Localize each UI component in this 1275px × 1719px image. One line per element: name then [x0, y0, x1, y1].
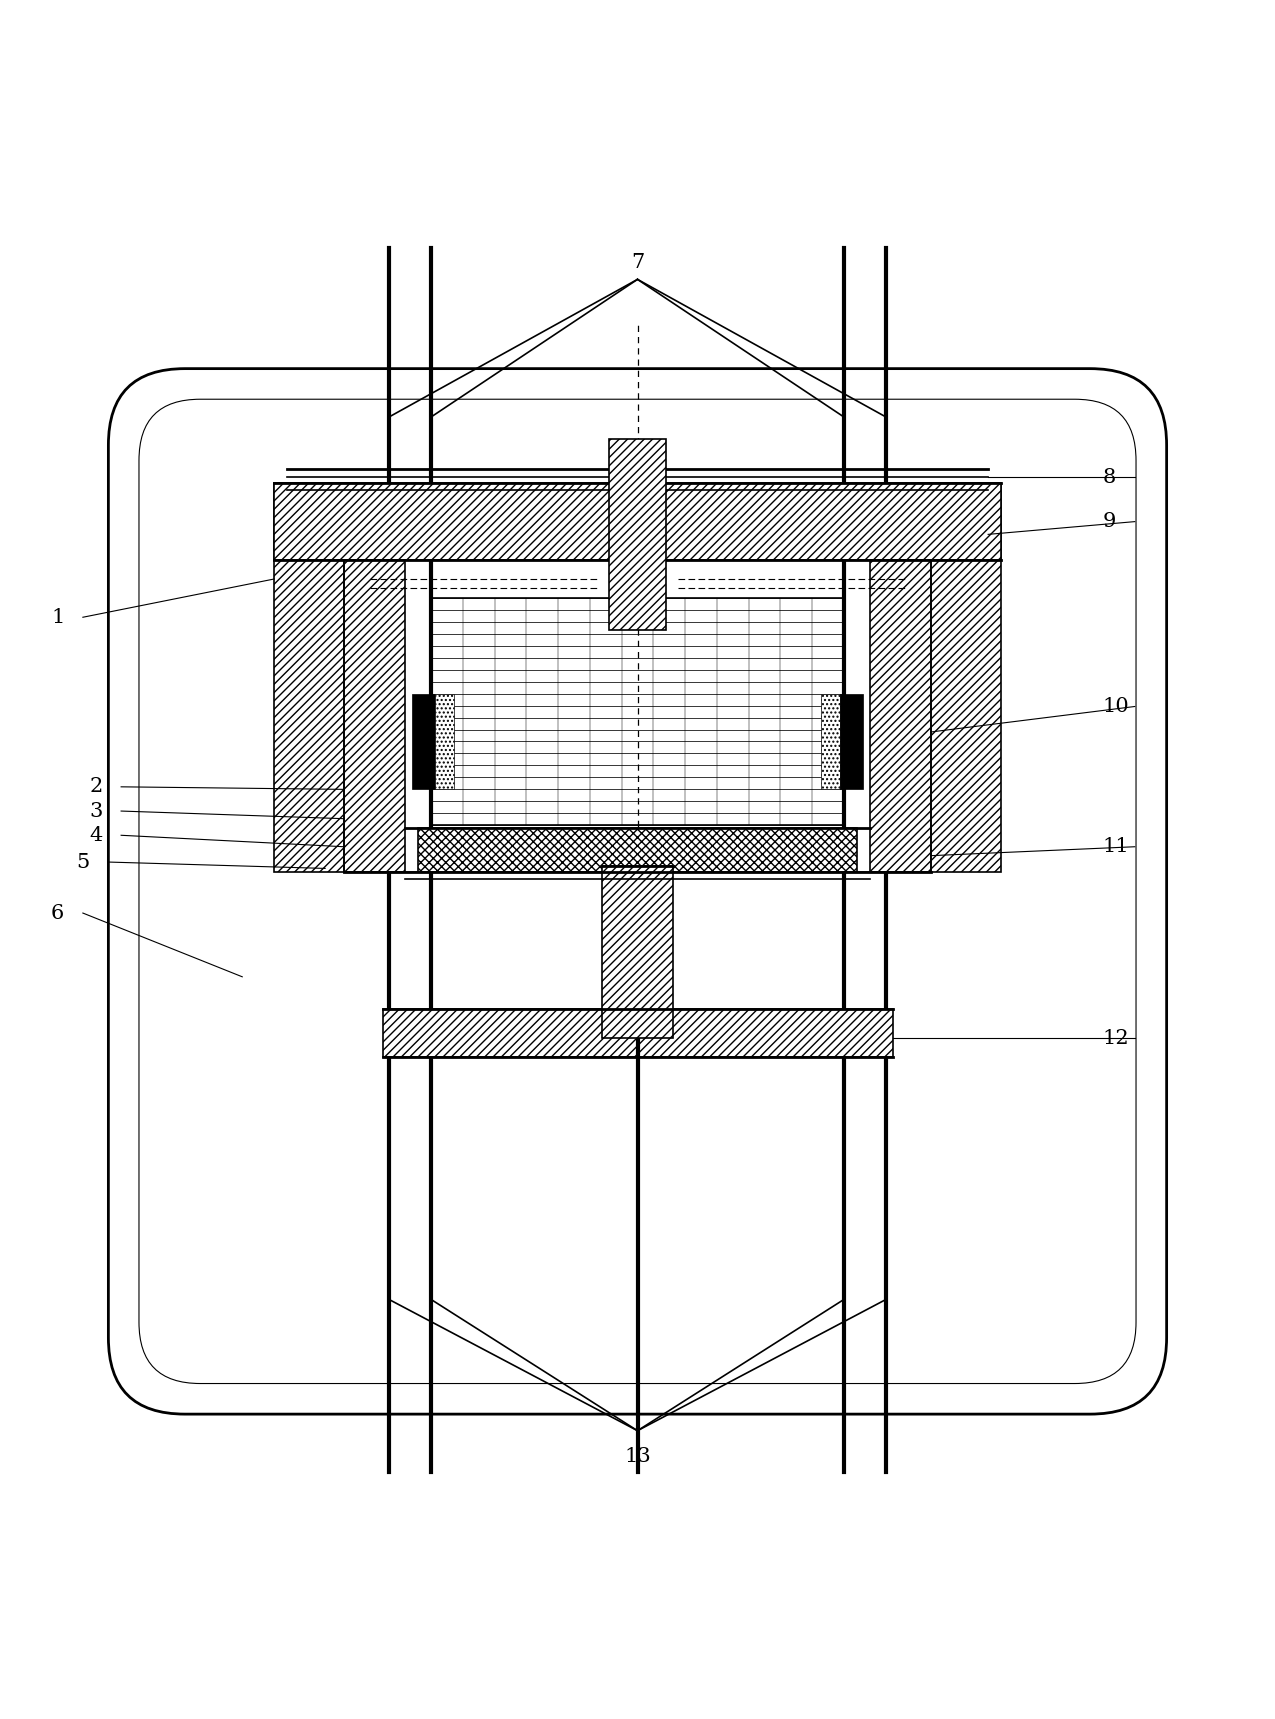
- Bar: [412, 694, 435, 789]
- Text: 10: 10: [1103, 696, 1130, 717]
- Text: 1: 1: [51, 609, 64, 627]
- Text: 6: 6: [51, 904, 64, 923]
- Text: 13: 13: [625, 1447, 650, 1466]
- Text: 11: 11: [1103, 837, 1130, 856]
- Text: 7: 7: [631, 253, 644, 272]
- Text: 3: 3: [89, 801, 102, 820]
- Bar: [602, 866, 673, 1038]
- Text: 9: 9: [1103, 512, 1116, 531]
- Text: 12: 12: [1103, 1028, 1130, 1047]
- Bar: [918, 483, 1001, 872]
- Bar: [609, 438, 666, 629]
- Text: 5: 5: [76, 853, 89, 872]
- Bar: [382, 1009, 892, 1057]
- Bar: [435, 694, 454, 789]
- FancyBboxPatch shape: [108, 368, 1167, 1415]
- Bar: [344, 560, 405, 872]
- Bar: [418, 827, 857, 872]
- Bar: [274, 483, 1001, 560]
- Bar: [274, 483, 357, 872]
- Text: 8: 8: [1103, 468, 1116, 486]
- Text: 2: 2: [89, 777, 102, 796]
- Bar: [840, 694, 863, 789]
- Text: 4: 4: [89, 825, 102, 844]
- Bar: [821, 694, 840, 789]
- Bar: [870, 560, 931, 872]
